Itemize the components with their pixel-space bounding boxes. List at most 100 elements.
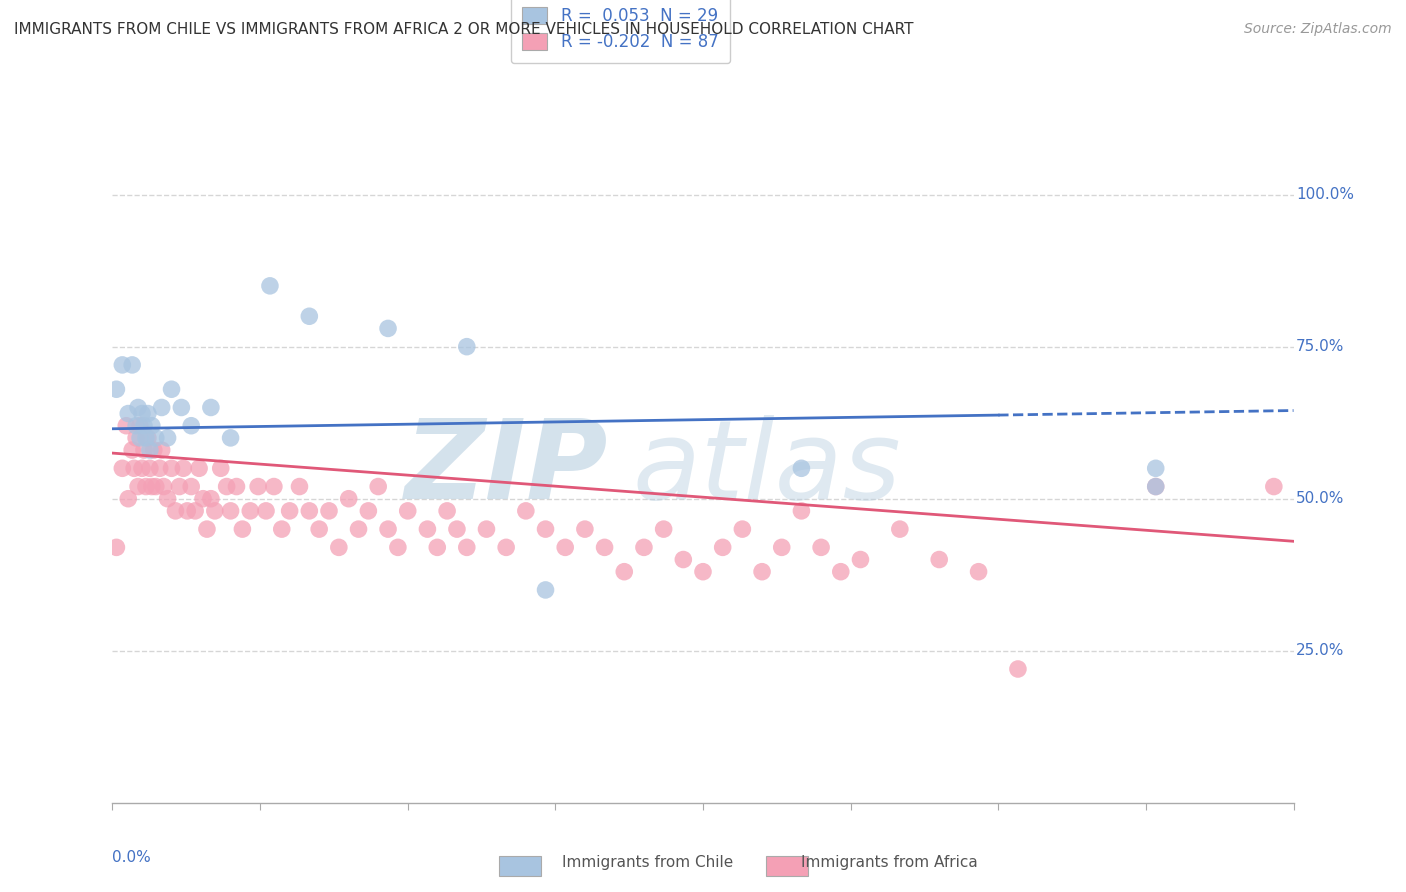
- Point: [160, 382, 183, 396]
- Point: [672, 552, 695, 566]
- Point: [751, 565, 773, 579]
- Point: [231, 522, 253, 536]
- Point: [219, 431, 242, 445]
- Point: [263, 479, 285, 493]
- Point: [169, 479, 191, 493]
- Point: [195, 522, 218, 536]
- Point: [129, 418, 152, 433]
- Point: [121, 443, 143, 458]
- Point: [135, 479, 157, 493]
- Point: [1144, 461, 1167, 475]
- Point: [574, 522, 596, 536]
- Point: [117, 491, 139, 506]
- Point: [387, 541, 409, 555]
- Point: [127, 479, 149, 493]
- Point: [288, 479, 311, 493]
- Point: [770, 541, 793, 555]
- Point: [692, 565, 714, 579]
- Point: [849, 552, 872, 566]
- Point: [278, 504, 301, 518]
- Point: [191, 491, 214, 506]
- Point: [225, 479, 247, 493]
- Point: [810, 541, 832, 555]
- Point: [967, 565, 990, 579]
- Point: [475, 522, 498, 536]
- Point: [150, 401, 173, 415]
- Point: [172, 461, 194, 475]
- Point: [180, 418, 202, 433]
- Point: [613, 565, 636, 579]
- Point: [150, 443, 173, 458]
- Text: IMMIGRANTS FROM CHILE VS IMMIGRANTS FROM AFRICA 2 OR MORE VEHICLES IN HOUSEHOLD : IMMIGRANTS FROM CHILE VS IMMIGRANTS FROM…: [14, 22, 914, 37]
- Point: [239, 504, 262, 518]
- Point: [270, 522, 292, 536]
- Point: [298, 310, 321, 324]
- Point: [145, 431, 167, 445]
- Point: [135, 431, 157, 445]
- Point: [184, 504, 207, 518]
- Point: [554, 541, 576, 555]
- Point: [515, 504, 537, 518]
- Point: [318, 504, 340, 518]
- Point: [446, 522, 468, 536]
- Point: [105, 382, 128, 396]
- Point: [396, 504, 419, 518]
- Point: [176, 504, 198, 518]
- Point: [111, 461, 134, 475]
- Point: [652, 522, 675, 536]
- Point: [534, 522, 557, 536]
- Point: [357, 504, 380, 518]
- Point: [145, 479, 167, 493]
- Point: [156, 491, 179, 506]
- Point: [129, 431, 152, 445]
- Text: ZIP: ZIP: [405, 415, 609, 522]
- Point: [105, 541, 128, 555]
- Text: 50.0%: 50.0%: [1296, 491, 1344, 506]
- Point: [165, 504, 187, 518]
- Point: [633, 541, 655, 555]
- Point: [534, 582, 557, 597]
- Point: [1263, 479, 1285, 493]
- Point: [328, 541, 350, 555]
- Point: [593, 541, 616, 555]
- Point: [308, 522, 330, 536]
- Point: [436, 504, 458, 518]
- Point: [928, 552, 950, 566]
- Legend: R =  0.053  N = 29, R = -0.202  N = 87: R = 0.053 N = 29, R = -0.202 N = 87: [510, 0, 730, 63]
- Point: [111, 358, 134, 372]
- Point: [139, 461, 162, 475]
- Point: [1144, 479, 1167, 493]
- Point: [790, 504, 813, 518]
- Point: [200, 401, 222, 415]
- Point: [259, 278, 281, 293]
- Point: [139, 443, 162, 458]
- Point: [377, 321, 399, 335]
- Point: [121, 358, 143, 372]
- Point: [136, 431, 159, 445]
- Point: [456, 340, 478, 354]
- Text: Immigrants from Africa: Immigrants from Africa: [801, 855, 979, 870]
- Point: [131, 407, 153, 421]
- Point: [160, 461, 183, 475]
- Text: Immigrants from Chile: Immigrants from Chile: [562, 855, 734, 870]
- Point: [889, 522, 911, 536]
- Point: [1007, 662, 1029, 676]
- Point: [188, 461, 211, 475]
- Point: [180, 479, 202, 493]
- Point: [367, 479, 389, 493]
- Point: [136, 407, 159, 421]
- Point: [347, 522, 370, 536]
- Text: Source: ZipAtlas.com: Source: ZipAtlas.com: [1244, 22, 1392, 37]
- Point: [200, 491, 222, 506]
- Point: [117, 407, 139, 421]
- Point: [132, 443, 155, 458]
- Point: [141, 418, 163, 433]
- Point: [456, 541, 478, 555]
- Text: 100.0%: 100.0%: [1296, 187, 1354, 202]
- Point: [377, 522, 399, 536]
- Point: [122, 461, 145, 475]
- Point: [711, 541, 734, 555]
- Point: [141, 479, 163, 493]
- Point: [204, 504, 226, 518]
- Point: [495, 541, 517, 555]
